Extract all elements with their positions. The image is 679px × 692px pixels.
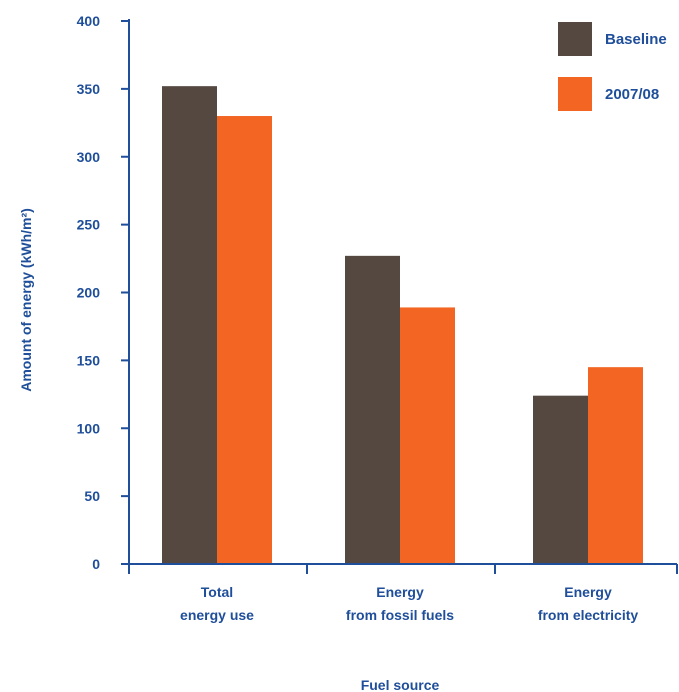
x-category-label: energy use xyxy=(180,607,254,623)
y-tick-label: 100 xyxy=(77,420,101,436)
bar-baseline-2 xyxy=(533,395,588,564)
x-category-label: from fossil fuels xyxy=(346,607,454,623)
bar-baseline-0 xyxy=(162,86,217,564)
legend-label: Baseline xyxy=(605,31,667,48)
y-axis-title: Amount of energy (kWh/m²) xyxy=(18,208,34,392)
x-category-label: Energy xyxy=(564,584,612,600)
x-category-label: Total xyxy=(201,584,233,600)
bar-baseline-1 xyxy=(345,255,400,564)
y-tick-label: 0 xyxy=(92,556,100,572)
y-tick-label: 250 xyxy=(77,217,101,233)
y-tick-label: 200 xyxy=(77,285,101,301)
bar-2007-08-0 xyxy=(217,116,272,565)
y-tick-label: 150 xyxy=(77,352,101,368)
y-tick-label: 400 xyxy=(77,13,101,29)
y-tick-label: 300 xyxy=(77,149,101,165)
bar-2007-08-2 xyxy=(588,367,643,564)
bar-2007-08-1 xyxy=(400,307,455,564)
legend-label: 2007/08 xyxy=(605,86,659,103)
legend-swatch xyxy=(558,22,592,56)
axes: 0 50 100 150 200 250 300 350 400 Total energy use E… xyxy=(18,13,678,692)
x-category-label: Energy xyxy=(376,584,424,600)
x-axis-title: Fuel source xyxy=(361,677,440,692)
plot-area xyxy=(162,86,643,565)
legend: Baseline 2007/08 xyxy=(558,22,667,111)
y-tick-label: 350 xyxy=(77,81,101,97)
x-category-label: from electricity xyxy=(538,607,639,623)
y-tick-label: 50 xyxy=(84,488,100,504)
legend-swatch xyxy=(558,77,592,111)
